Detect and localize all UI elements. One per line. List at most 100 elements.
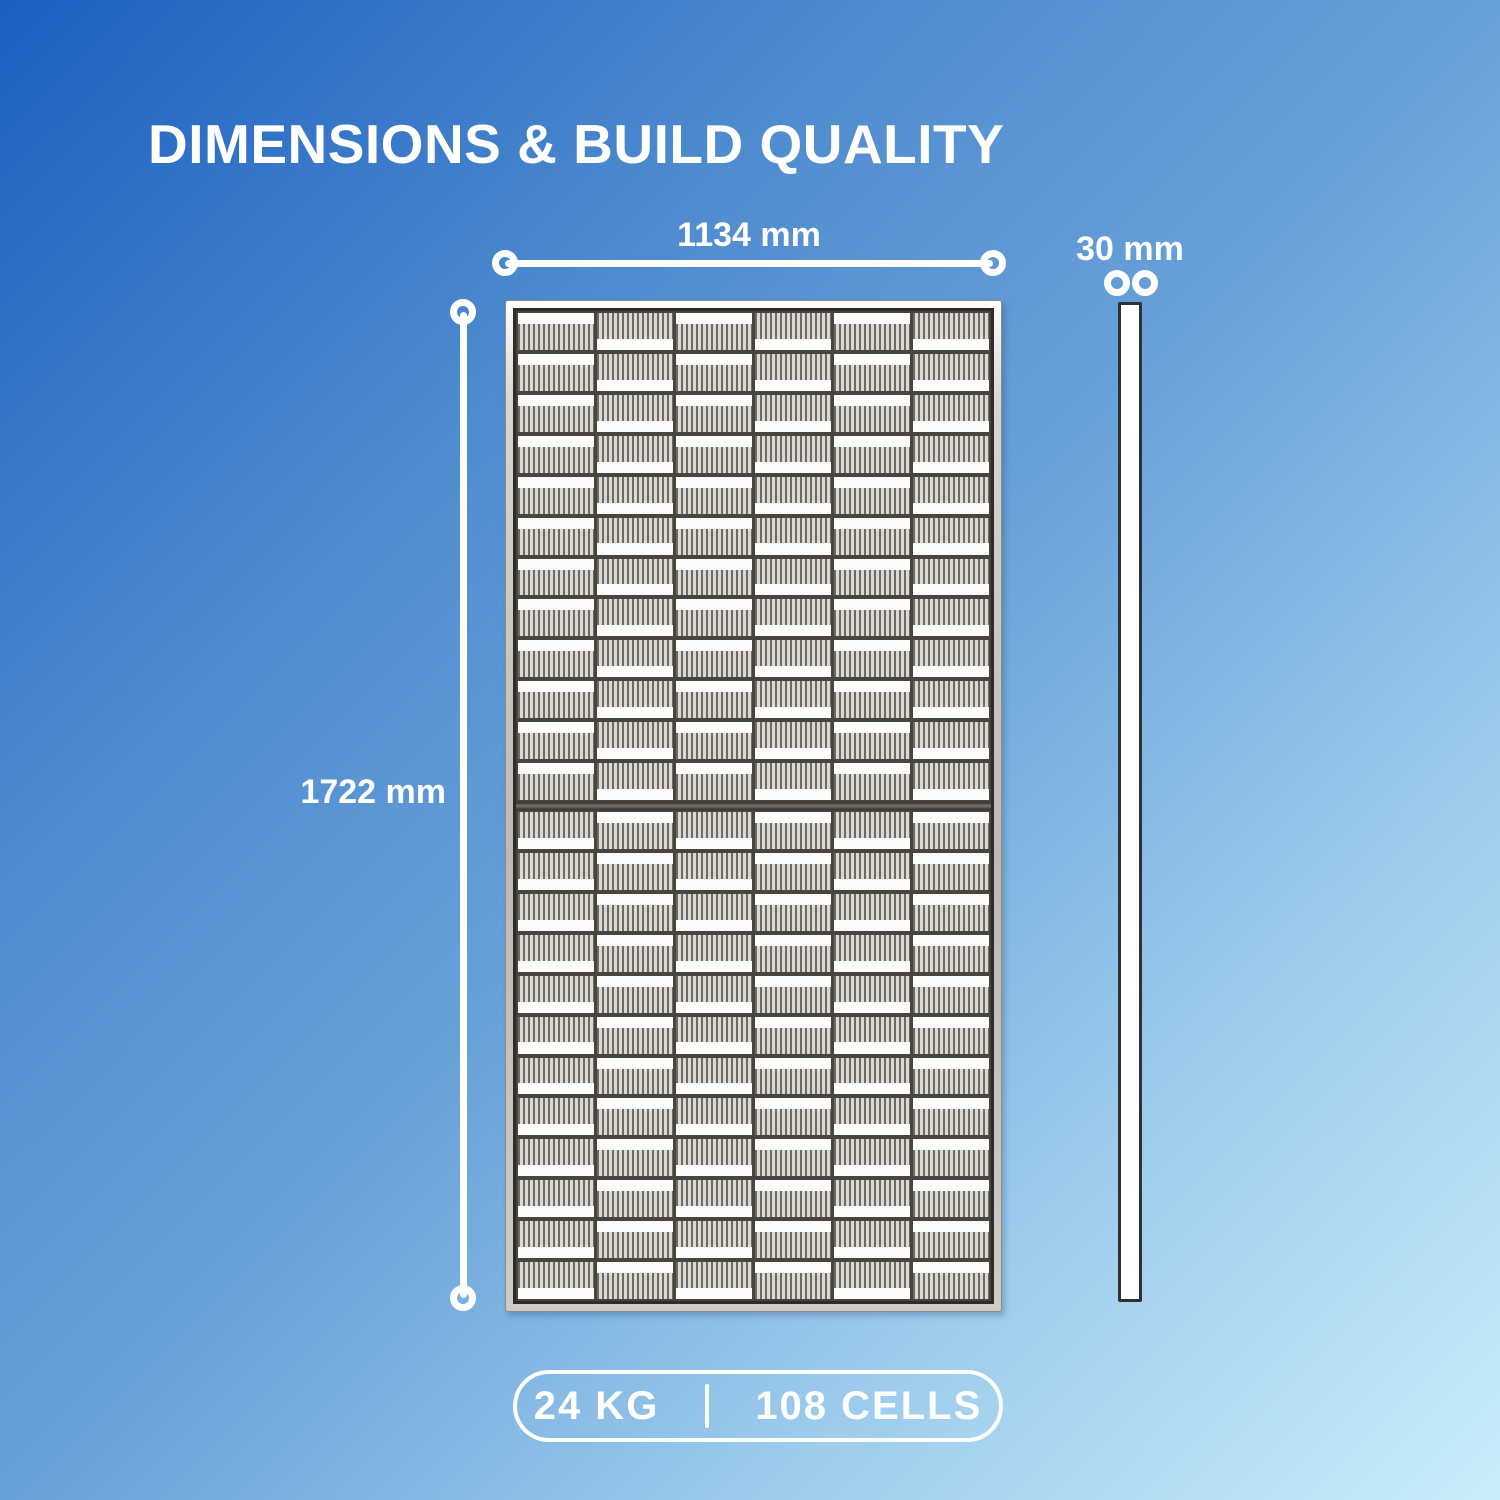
solar-cell [518, 558, 594, 596]
solar-cell [518, 1016, 594, 1054]
solar-cell [518, 353, 594, 391]
solar-cell [676, 1221, 752, 1259]
dimension-endpoint-icon [492, 250, 518, 276]
solar-cell [913, 812, 989, 849]
solar-cell [597, 722, 673, 760]
solar-cell [913, 476, 989, 514]
solar-cell [913, 313, 989, 350]
solar-cell [755, 599, 831, 637]
solar-cell [597, 640, 673, 678]
solar-cell [913, 517, 989, 555]
solar-cell [518, 975, 594, 1013]
spec-badge: 24 KG 108 CELLS [513, 1370, 1003, 1442]
solar-cell [834, 893, 910, 931]
solar-cell [913, 1221, 989, 1259]
solar-cell [755, 975, 831, 1013]
solar-cell [518, 476, 594, 514]
solar-cell [518, 681, 594, 719]
solar-cell [518, 1098, 594, 1136]
solar-cell [518, 640, 594, 678]
solar-cell [597, 852, 673, 890]
solar-cell [597, 1098, 673, 1136]
solar-cell [676, 722, 752, 760]
solar-cell [597, 812, 673, 849]
solar-cell [755, 313, 831, 350]
solar-cell [834, 313, 910, 350]
solar-cell [913, 681, 989, 719]
solar-cell [755, 1180, 831, 1218]
solar-cell [755, 394, 831, 432]
solar-cell [755, 1139, 831, 1177]
solar-cell [597, 435, 673, 473]
badge-separator [705, 1384, 710, 1428]
solar-cell [755, 812, 831, 849]
solar-cell [597, 1221, 673, 1259]
solar-cell [913, 1057, 989, 1095]
height-dimension-label: 1722 mm [300, 773, 446, 811]
solar-cell [913, 1262, 989, 1299]
dimension-endpoint-icon [450, 1285, 476, 1311]
solar-cell [755, 681, 831, 719]
solar-cell [518, 599, 594, 637]
solar-cell [913, 934, 989, 972]
solar-cell [834, 1180, 910, 1218]
solar-cell [834, 812, 910, 849]
solar-cell [676, 975, 752, 1013]
solar-cell [676, 1139, 752, 1177]
dimension-endpoint-icon [1132, 270, 1158, 296]
solar-cell [597, 975, 673, 1013]
solar-cell [676, 517, 752, 555]
dimension-endpoint-icon [450, 299, 476, 325]
solar-cell [676, 1180, 752, 1218]
solar-cell [518, 852, 594, 890]
page-title: DIMENSIONS & BUILD QUALITY [148, 113, 1005, 175]
solar-cell [676, 812, 752, 849]
solar-cell [913, 852, 989, 890]
solar-cell [676, 1016, 752, 1054]
solar-cell [676, 394, 752, 432]
solar-cell [834, 599, 910, 637]
solar-cell [755, 476, 831, 514]
solar-cell [676, 852, 752, 890]
panel-bottom-half [516, 810, 991, 1301]
solar-cell [597, 599, 673, 637]
weight-value: 24 KG [533, 1383, 660, 1428]
solar-cell [597, 476, 673, 514]
solar-cell [755, 517, 831, 555]
solar-cell [597, 893, 673, 931]
solar-cell [755, 722, 831, 760]
solar-cell [834, 975, 910, 1013]
solar-cell [755, 893, 831, 931]
solar-cell [913, 722, 989, 760]
solar-panel-cell-area [513, 308, 994, 1304]
solar-cell [913, 558, 989, 596]
solar-cell [755, 558, 831, 596]
solar-cell [597, 763, 673, 800]
solar-cell [834, 934, 910, 972]
solar-cell [755, 1262, 831, 1299]
solar-cell [676, 313, 752, 350]
solar-cell [597, 681, 673, 719]
solar-cell [518, 394, 594, 432]
solar-cell [834, 476, 910, 514]
solar-cell [834, 1098, 910, 1136]
solar-cell [676, 1098, 752, 1136]
solar-cell [755, 1057, 831, 1095]
solar-cell [597, 1180, 673, 1218]
solar-cell [597, 394, 673, 432]
solar-cell [913, 599, 989, 637]
solar-cell [597, 934, 673, 972]
solar-cell [834, 722, 910, 760]
width-dimension-line [505, 260, 993, 267]
solar-cell [597, 1139, 673, 1177]
solar-cell [676, 1057, 752, 1095]
solar-cell [676, 599, 752, 637]
solar-cell [913, 763, 989, 800]
solar-cell [755, 1221, 831, 1259]
solar-cell [913, 1098, 989, 1136]
cell-count-value: 108 CELLS [755, 1383, 983, 1428]
solar-cell [518, 1139, 594, 1177]
solar-cell [913, 1180, 989, 1218]
solar-cell [755, 435, 831, 473]
